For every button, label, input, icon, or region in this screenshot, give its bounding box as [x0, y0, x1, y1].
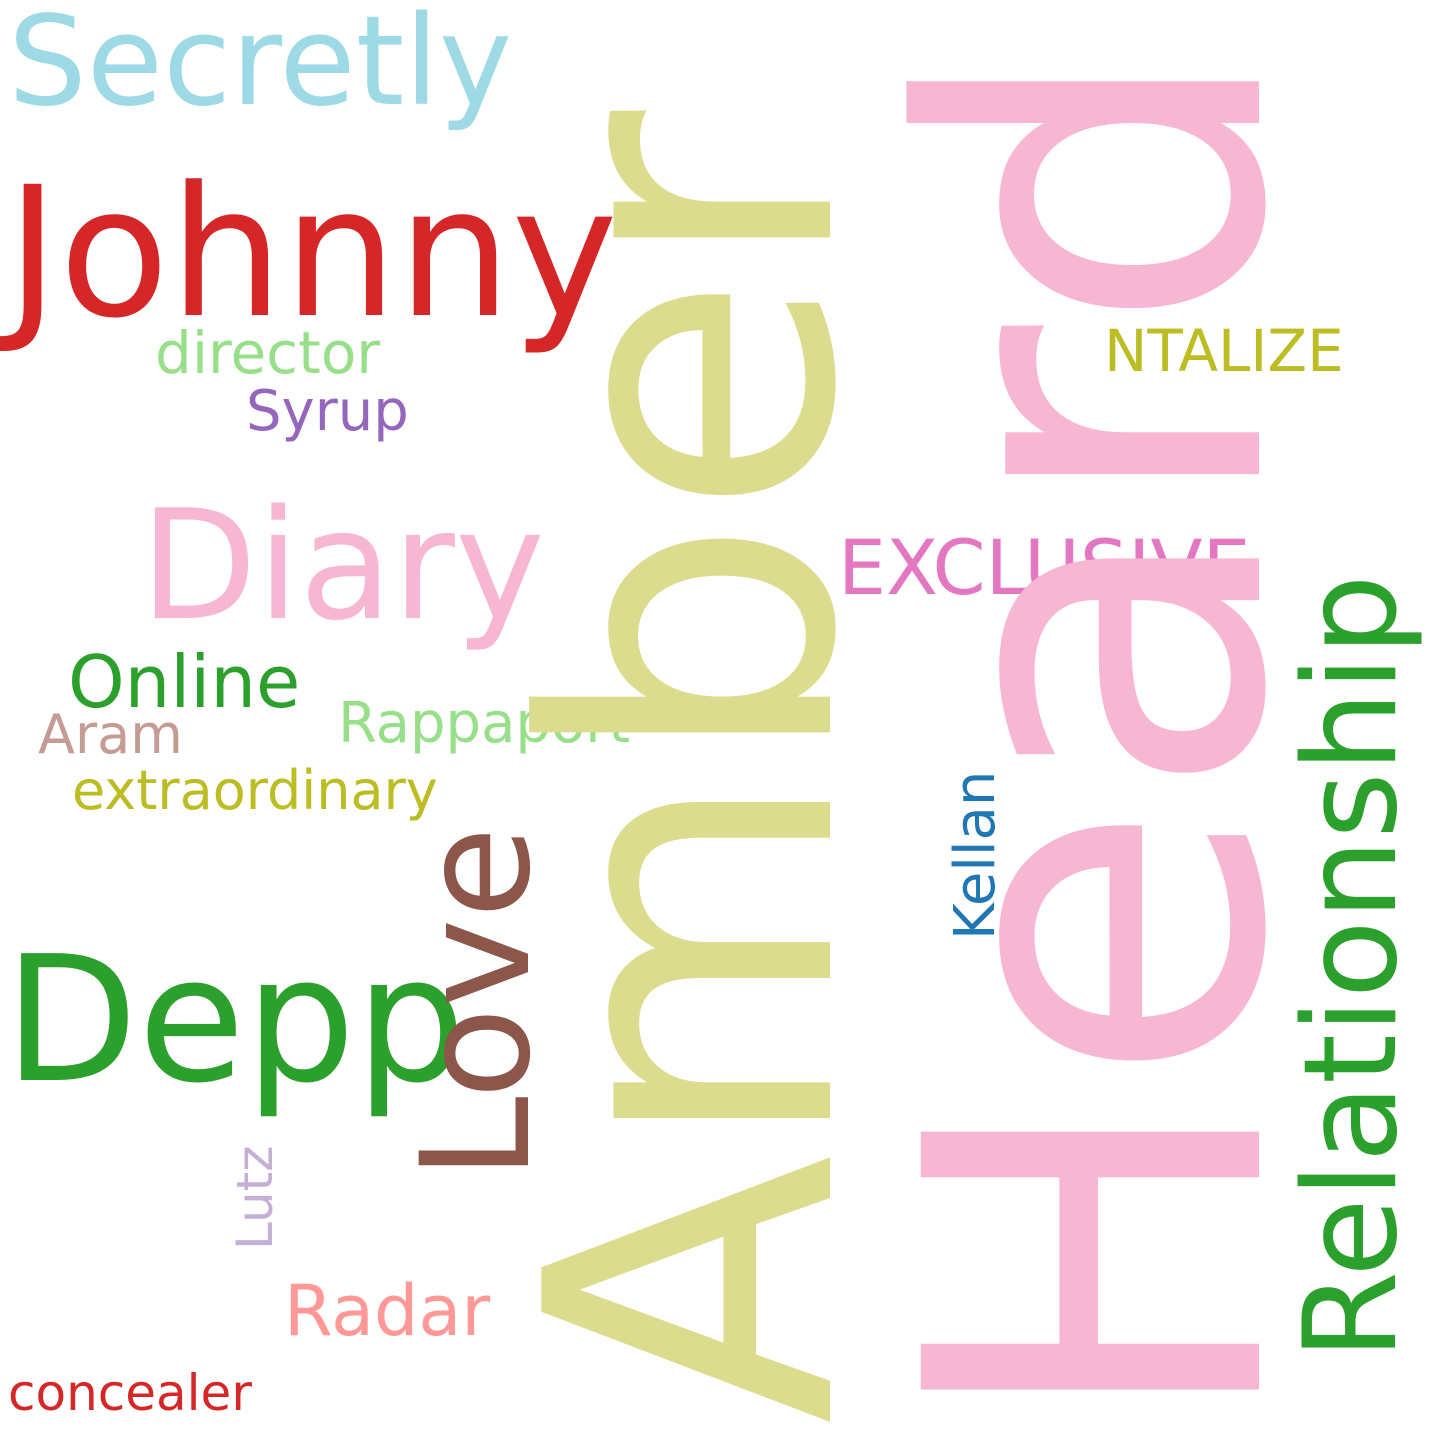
word-johnny: Johnny	[6, 149, 618, 358]
word-director: director	[155, 319, 381, 387]
word-kellan: Kellan	[943, 770, 1008, 940]
word-love: Love	[390, 826, 564, 1180]
word-relationship: Relationship	[1277, 574, 1426, 1360]
word-extraordinary: extraordinary	[72, 759, 438, 822]
word-syrup: Syrup	[246, 379, 409, 444]
word-secretly: Secretly	[8, 0, 513, 134]
word-exclusive: EXCLUSIVE	[838, 523, 1251, 612]
word-concealer: concealer	[8, 1364, 252, 1422]
word-online: Online	[68, 640, 301, 724]
word-diary: Diary	[140, 477, 545, 654]
word-radar: Radar	[284, 1270, 491, 1352]
word-rappaport: Rappaport	[338, 691, 631, 756]
word-lutz: Lutz	[226, 1145, 284, 1250]
word-aram: Aram	[38, 703, 183, 766]
word-heard: Heard	[829, 39, 1369, 1435]
word-depp: Depp	[4, 919, 466, 1122]
word-amber: Amber	[463, 110, 924, 1425]
word-ntalize: NTALIZE	[1104, 317, 1344, 385]
